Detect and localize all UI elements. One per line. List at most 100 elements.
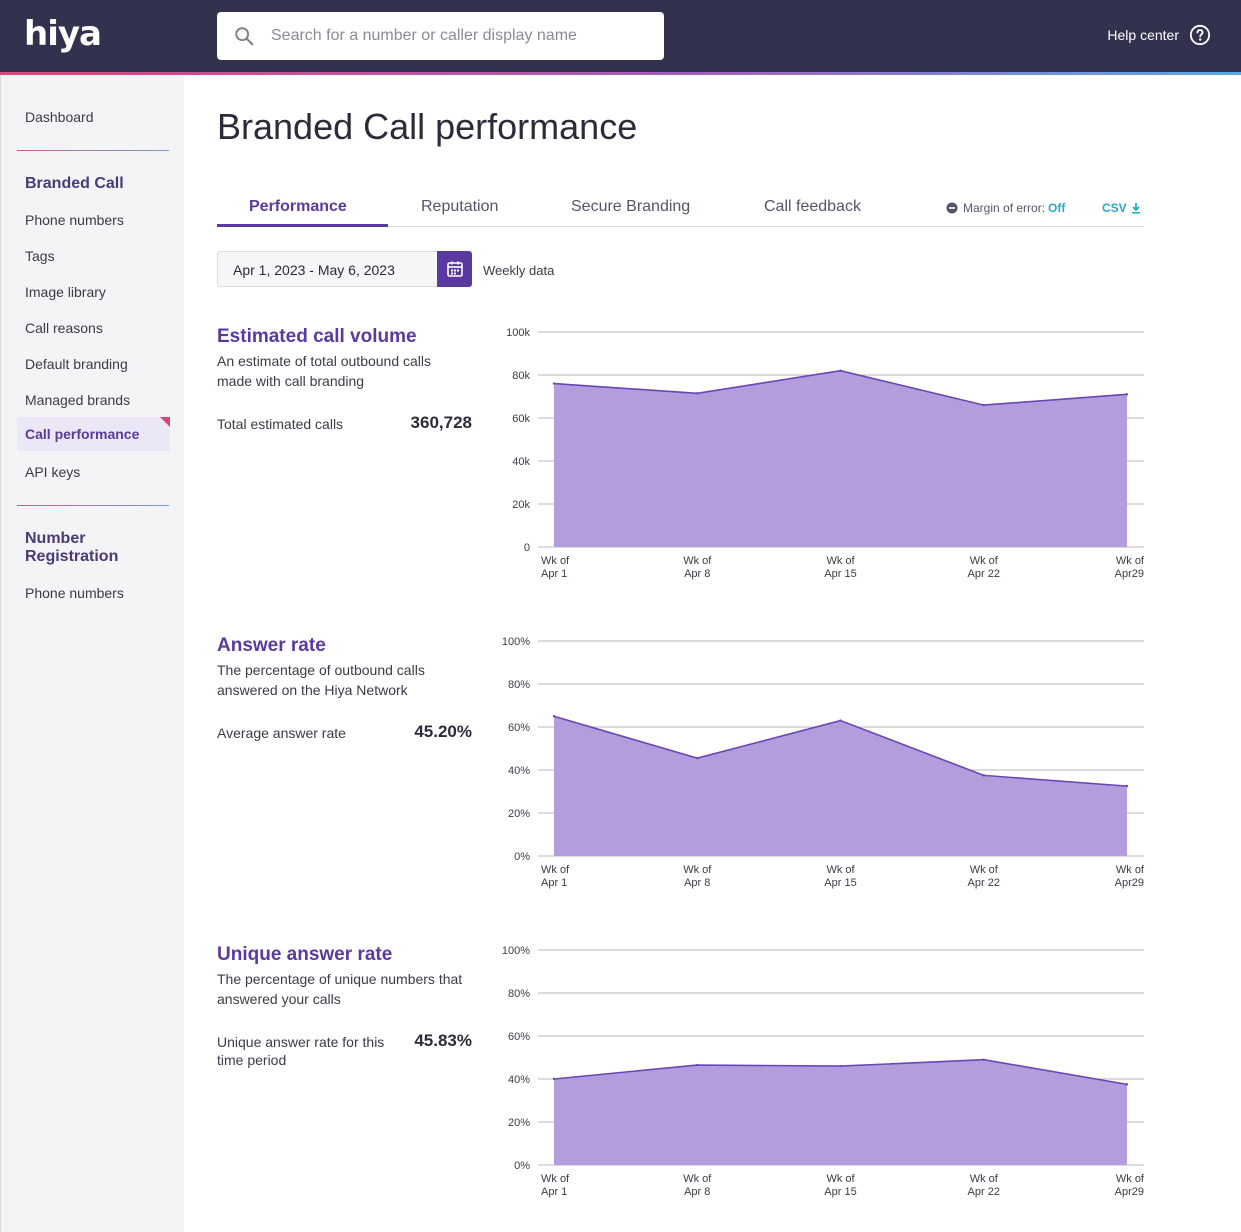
sidebar-item-api-keys[interactable]: API keys [25, 464, 81, 480]
sidebar: Dashboard Branded Call Phone numbers Tag… [0, 75, 184, 1232]
data-point [552, 382, 556, 385]
x-tick-label: Wk of [826, 864, 855, 876]
data-point [696, 1063, 699, 1067]
tab-performance[interactable]: Performance [249, 198, 347, 215]
sidebar-item-managed-brands[interactable]: Managed brands [25, 392, 131, 408]
y-tick-label: 100% [502, 945, 530, 957]
x-tick-label: Wk of [541, 864, 570, 876]
data-point [982, 1058, 985, 1061]
y-tick-label: 60% [508, 722, 530, 734]
area-fill [554, 1059, 1127, 1165]
sidebar-item-tags[interactable]: Tags [25, 248, 55, 264]
x-tick-label: Apr 8 [684, 1186, 710, 1198]
active-tab-indicator [217, 224, 388, 227]
y-tick-label: 60% [508, 1031, 530, 1043]
y-tick-label: 100% [502, 636, 530, 648]
metric-description: An estimate of total outbound calls made… [217, 353, 432, 389]
y-tick-label: 0% [514, 1160, 530, 1172]
x-tick-label: Apr 15 [824, 1186, 856, 1198]
x-tick-label: Wk of [970, 1173, 999, 1185]
tab-secure-branding[interactable]: Secure Branding [571, 198, 691, 215]
sidebar-item-phone-numbers[interactable]: Phone numbers [25, 212, 124, 228]
calendar-button[interactable] [437, 251, 472, 287]
sidebar-item-registration-phone-numbers[interactable]: Phone numbers [25, 585, 124, 601]
sidebar-item-label: Call performance [25, 426, 140, 442]
sidebar-heading-number-registration: Number Registration [25, 530, 118, 566]
x-tick-label: Wk of [1116, 555, 1145, 567]
minus-circle-icon [946, 202, 958, 214]
granularity-label: Weekly data [483, 263, 555, 278]
date-range-field[interactable]: Apr 1, 2023 - May 6, 2023 [217, 251, 437, 287]
heading-line: Number [25, 530, 86, 547]
area-fill [554, 370, 1127, 547]
data-point [552, 1077, 556, 1081]
x-tick-label: Apr 22 [968, 568, 1000, 580]
question-circle-icon [1189, 24, 1211, 46]
sidebar-item-call-performance[interactable]: Call performance [17, 417, 170, 451]
metric-description: The percentage of outbound calls answere… [217, 662, 425, 698]
x-tick-label: Wk of [541, 555, 570, 567]
y-tick-label: 40% [508, 1074, 530, 1086]
metric-stat-value: 360,728 [410, 413, 472, 432]
x-tick-label: Apr29 [1115, 877, 1144, 889]
x-tick-label: Wk of [1116, 1173, 1145, 1185]
csv-label: CSV [1102, 201, 1127, 215]
y-tick-label: 20k [512, 499, 530, 511]
tab-reputation[interactable]: Reputation [421, 198, 499, 215]
x-tick-label: Wk of [541, 1173, 570, 1185]
metric-title-call-volume: Estimated call volume [217, 326, 417, 347]
y-tick-label: 40% [508, 765, 530, 777]
x-tick-label: Wk of [826, 555, 855, 567]
margin-of-error-label: Margin of error: [963, 201, 1046, 215]
x-tick-label: Wk of [683, 1173, 712, 1185]
x-tick-label: Apr29 [1115, 1186, 1144, 1198]
data-point [839, 1064, 842, 1068]
page-title: Branded Call performance [217, 106, 638, 147]
x-tick-label: Apr 22 [968, 1186, 1000, 1198]
x-tick-label: Wk of [826, 1173, 855, 1185]
data-point [982, 403, 985, 407]
sidebar-item-default-branding[interactable]: Default branding [25, 356, 128, 372]
heading-line: Registration [25, 548, 119, 565]
data-point [552, 715, 556, 718]
sidebar-item-dashboard[interactable]: Dashboard [25, 109, 94, 125]
x-tick-label: Apr 1 [541, 568, 567, 580]
metric-stat-value: 45.20% [414, 722, 472, 741]
y-tick-label: 80% [508, 988, 530, 1000]
metric-description: The percentage of unique numbers that an… [217, 971, 463, 1007]
y-tick-label: 80k [512, 370, 530, 382]
y-tick-label: 0% [514, 851, 530, 863]
y-tick-label: 80% [508, 679, 530, 691]
sidebar-item-call-reasons[interactable]: Call reasons [25, 320, 103, 336]
data-point [696, 392, 699, 395]
x-tick-label: Wk of [1116, 864, 1145, 876]
tab-call-feedback[interactable]: Call feedback [764, 198, 861, 215]
tab-bar: Performance Reputation Secure Branding C… [217, 196, 1144, 227]
margin-of-error-toggle[interactable]: Margin of error: Off [946, 201, 1065, 215]
metric-stat-value: 45.83% [414, 1031, 472, 1050]
help-center-link[interactable]: Help center [1107, 24, 1211, 46]
data-point [1125, 393, 1129, 396]
search-box[interactable] [217, 12, 664, 60]
hiya-logo[interactable]: hiya [24, 14, 102, 54]
metric-stat-label: Total estimated calls [217, 416, 344, 432]
data-point [1125, 784, 1129, 788]
sidebar-item-image-library[interactable]: Image library [25, 284, 106, 300]
x-tick-label: Apr 22 [968, 877, 1000, 889]
metric-title-unique-answer-rate: Unique answer rate [217, 944, 393, 965]
metric-stat-label: Unique answer rate for this time period [217, 1034, 385, 1068]
y-tick-label: 0 [524, 542, 530, 554]
csv-download-button[interactable]: CSV [1102, 201, 1142, 215]
x-tick-label: Wk of [970, 555, 999, 567]
sidebar-divider [17, 150, 169, 151]
y-tick-label: 20% [508, 808, 530, 820]
area-fill [554, 716, 1127, 856]
data-point [696, 756, 699, 760]
x-tick-label: Apr29 [1115, 568, 1144, 580]
margin-of-error-value: Off [1048, 201, 1066, 215]
data-point [1125, 1083, 1129, 1086]
sidebar-divider [17, 505, 169, 506]
search-input[interactable] [271, 27, 651, 45]
header-accent-line [0, 72, 1241, 75]
